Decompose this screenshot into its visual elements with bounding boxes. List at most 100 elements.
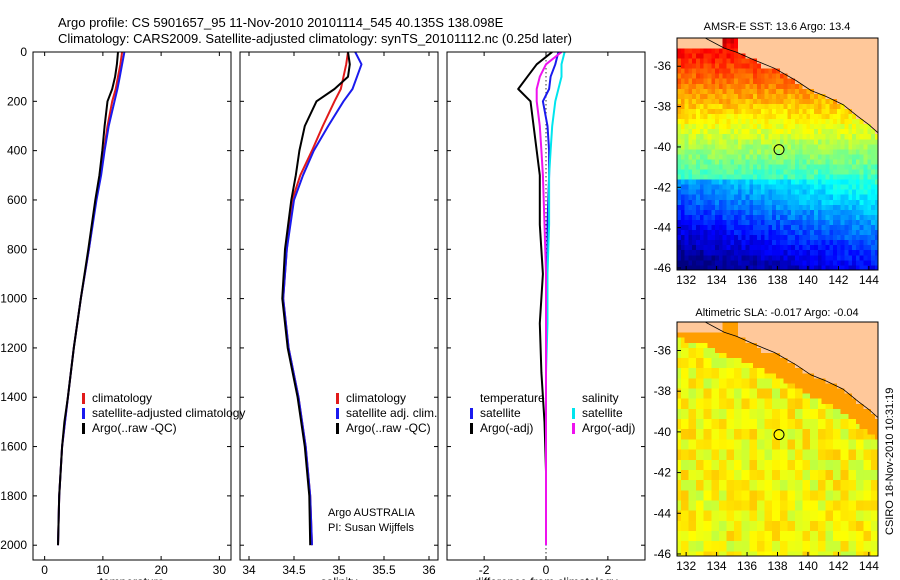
map-cell [772,103,777,110]
map-cell [791,352,796,359]
map-cell [726,93,731,99]
map-cell [836,479,842,486]
map-cell [859,219,864,226]
map-cell [840,393,845,399]
map-cell [874,489,878,496]
map-cell [836,515,842,521]
map-cell [863,143,868,150]
map-cell [753,194,758,200]
map-cell [696,103,701,110]
map-cell [749,520,754,526]
map-cell [753,372,758,379]
map-cell [715,347,720,353]
map-cell [768,454,773,460]
map-cell [760,204,765,210]
map-cell [825,244,830,251]
map-cell [806,327,811,333]
map-cell [848,372,853,379]
map-cell [692,224,697,231]
map-cell [726,352,731,359]
map-cell [821,423,826,430]
map-cell [699,169,705,175]
map-cell [852,264,857,270]
map-cell [730,179,735,185]
map-cell [684,58,689,64]
map-cell [848,449,853,455]
map-cell [840,439,845,445]
map-cell [791,148,796,155]
map-cell [855,332,861,338]
map-cell [772,469,777,476]
map-cell [806,194,811,200]
map-cell [783,454,788,460]
map-cell [859,174,864,180]
map-cell [699,234,705,241]
map-cell [711,78,716,84]
map-cell [734,322,739,328]
map-cell [703,367,708,374]
map-cell [768,58,773,64]
map-cell [680,249,686,256]
map-cell [753,327,758,333]
map-cell [783,63,788,69]
map-cell [825,449,830,455]
map-cell [768,179,773,185]
map-cell [749,428,754,435]
map-cell [726,128,731,135]
map-cell [726,388,731,394]
map-cell [814,78,819,84]
map-cell [722,179,727,185]
map-cell [821,357,826,364]
map-cell [753,428,758,435]
map-cell [703,78,708,84]
map-cell [749,454,754,460]
map-cell [840,254,845,261]
map-cell [855,254,861,261]
map-cell [749,444,754,450]
map-cell [696,229,701,236]
map-cell [718,148,724,155]
map-cell [783,342,788,348]
map-cell [825,93,830,99]
map-cell [734,413,739,420]
map-cell [730,53,735,59]
map-cell [737,184,743,190]
map-cell [825,322,830,328]
map-cell [756,418,762,425]
map-cell [871,154,876,160]
map-cell [810,53,815,59]
map-cell [867,474,872,481]
map-cell [844,332,849,338]
map-cell [749,209,754,215]
map-cell [734,408,739,414]
map-cell [817,367,823,374]
map-cell [722,500,727,506]
map-cell [775,464,781,470]
map-cell [836,204,842,210]
map-cell [756,408,762,414]
map-cell [696,249,701,256]
map-cell [734,123,739,130]
map-cell [688,159,693,165]
map-cell [836,327,842,333]
map-cell [707,83,712,89]
map-cell [688,510,693,516]
map-cell [783,174,788,180]
map-cell [749,550,754,556]
map-cell [688,93,693,99]
map-cell [680,347,686,353]
map-cell [715,439,720,445]
map-cell [829,484,834,491]
map-cell [703,199,708,205]
map-cell [863,342,868,348]
map-cell [806,204,811,210]
map-cell [871,322,876,328]
map-cell [707,53,712,59]
map-cell [863,327,868,333]
map-cell [749,78,754,84]
map-cell [677,83,682,89]
map-cell [810,530,815,537]
map-cell [699,459,705,465]
map-cell [829,494,834,501]
map-cell [787,423,792,430]
